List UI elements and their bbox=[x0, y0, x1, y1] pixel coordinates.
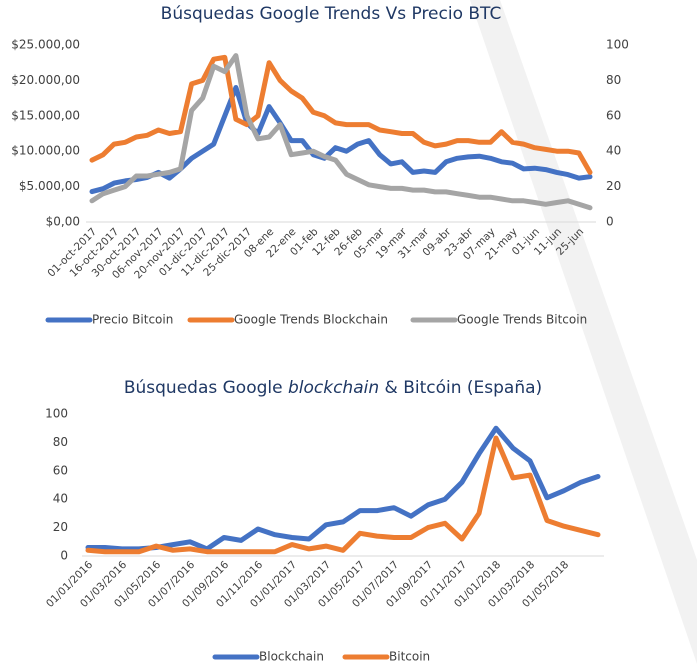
y-tick-label: $20.000,00 bbox=[11, 73, 80, 87]
series-line bbox=[89, 53, 593, 211]
y-tick-label: 100 bbox=[45, 407, 68, 421]
y-tick-label: 60 bbox=[53, 463, 68, 477]
background-decoration bbox=[470, 0, 697, 664]
y2-tick-label: 60 bbox=[606, 108, 621, 122]
y-tick-label: 20 bbox=[53, 520, 68, 534]
title-part: Búsquedas Google bbox=[124, 378, 288, 398]
y-tick-label: 80 bbox=[53, 435, 68, 449]
y-tick-label: 40 bbox=[53, 492, 68, 506]
y2-tick-label: 80 bbox=[606, 73, 621, 87]
series-line bbox=[85, 425, 601, 552]
legend-label: Blockchain bbox=[259, 650, 324, 664]
y-tick-label: $0,00 bbox=[46, 215, 80, 229]
title-part: blockchain bbox=[288, 378, 379, 398]
legend-label: Google Trends Blockchain bbox=[234, 313, 388, 327]
y2-tick-label: 100 bbox=[606, 38, 629, 52]
legend-label: Bitcoin bbox=[389, 650, 430, 664]
y-tick-label: $10.000,00 bbox=[11, 144, 80, 158]
series-line bbox=[85, 435, 601, 555]
y-tick-label: $25.000,00 bbox=[11, 38, 80, 52]
legend-label: Precio Bitcoin bbox=[92, 313, 173, 327]
y-tick-label: $15.000,00 bbox=[11, 108, 80, 122]
y-tick-label: $5.000,00 bbox=[19, 179, 80, 193]
legend-label: Google Trends Bitcoin bbox=[457, 313, 587, 327]
series-line bbox=[89, 54, 593, 175]
y2-tick-label: 40 bbox=[606, 144, 621, 158]
y2-tick-label: 0 bbox=[606, 215, 614, 229]
chart-title: Búsquedas Google blockchain & Bitcóin (E… bbox=[124, 378, 542, 398]
chart-title: Búsquedas Google Trends Vs Precio BTC bbox=[161, 4, 502, 24]
y2-tick-label: 20 bbox=[606, 179, 621, 193]
title-part: & Bitcóin (España) bbox=[379, 378, 542, 398]
y-tick-label: 0 bbox=[60, 549, 68, 563]
series-line bbox=[89, 85, 593, 195]
